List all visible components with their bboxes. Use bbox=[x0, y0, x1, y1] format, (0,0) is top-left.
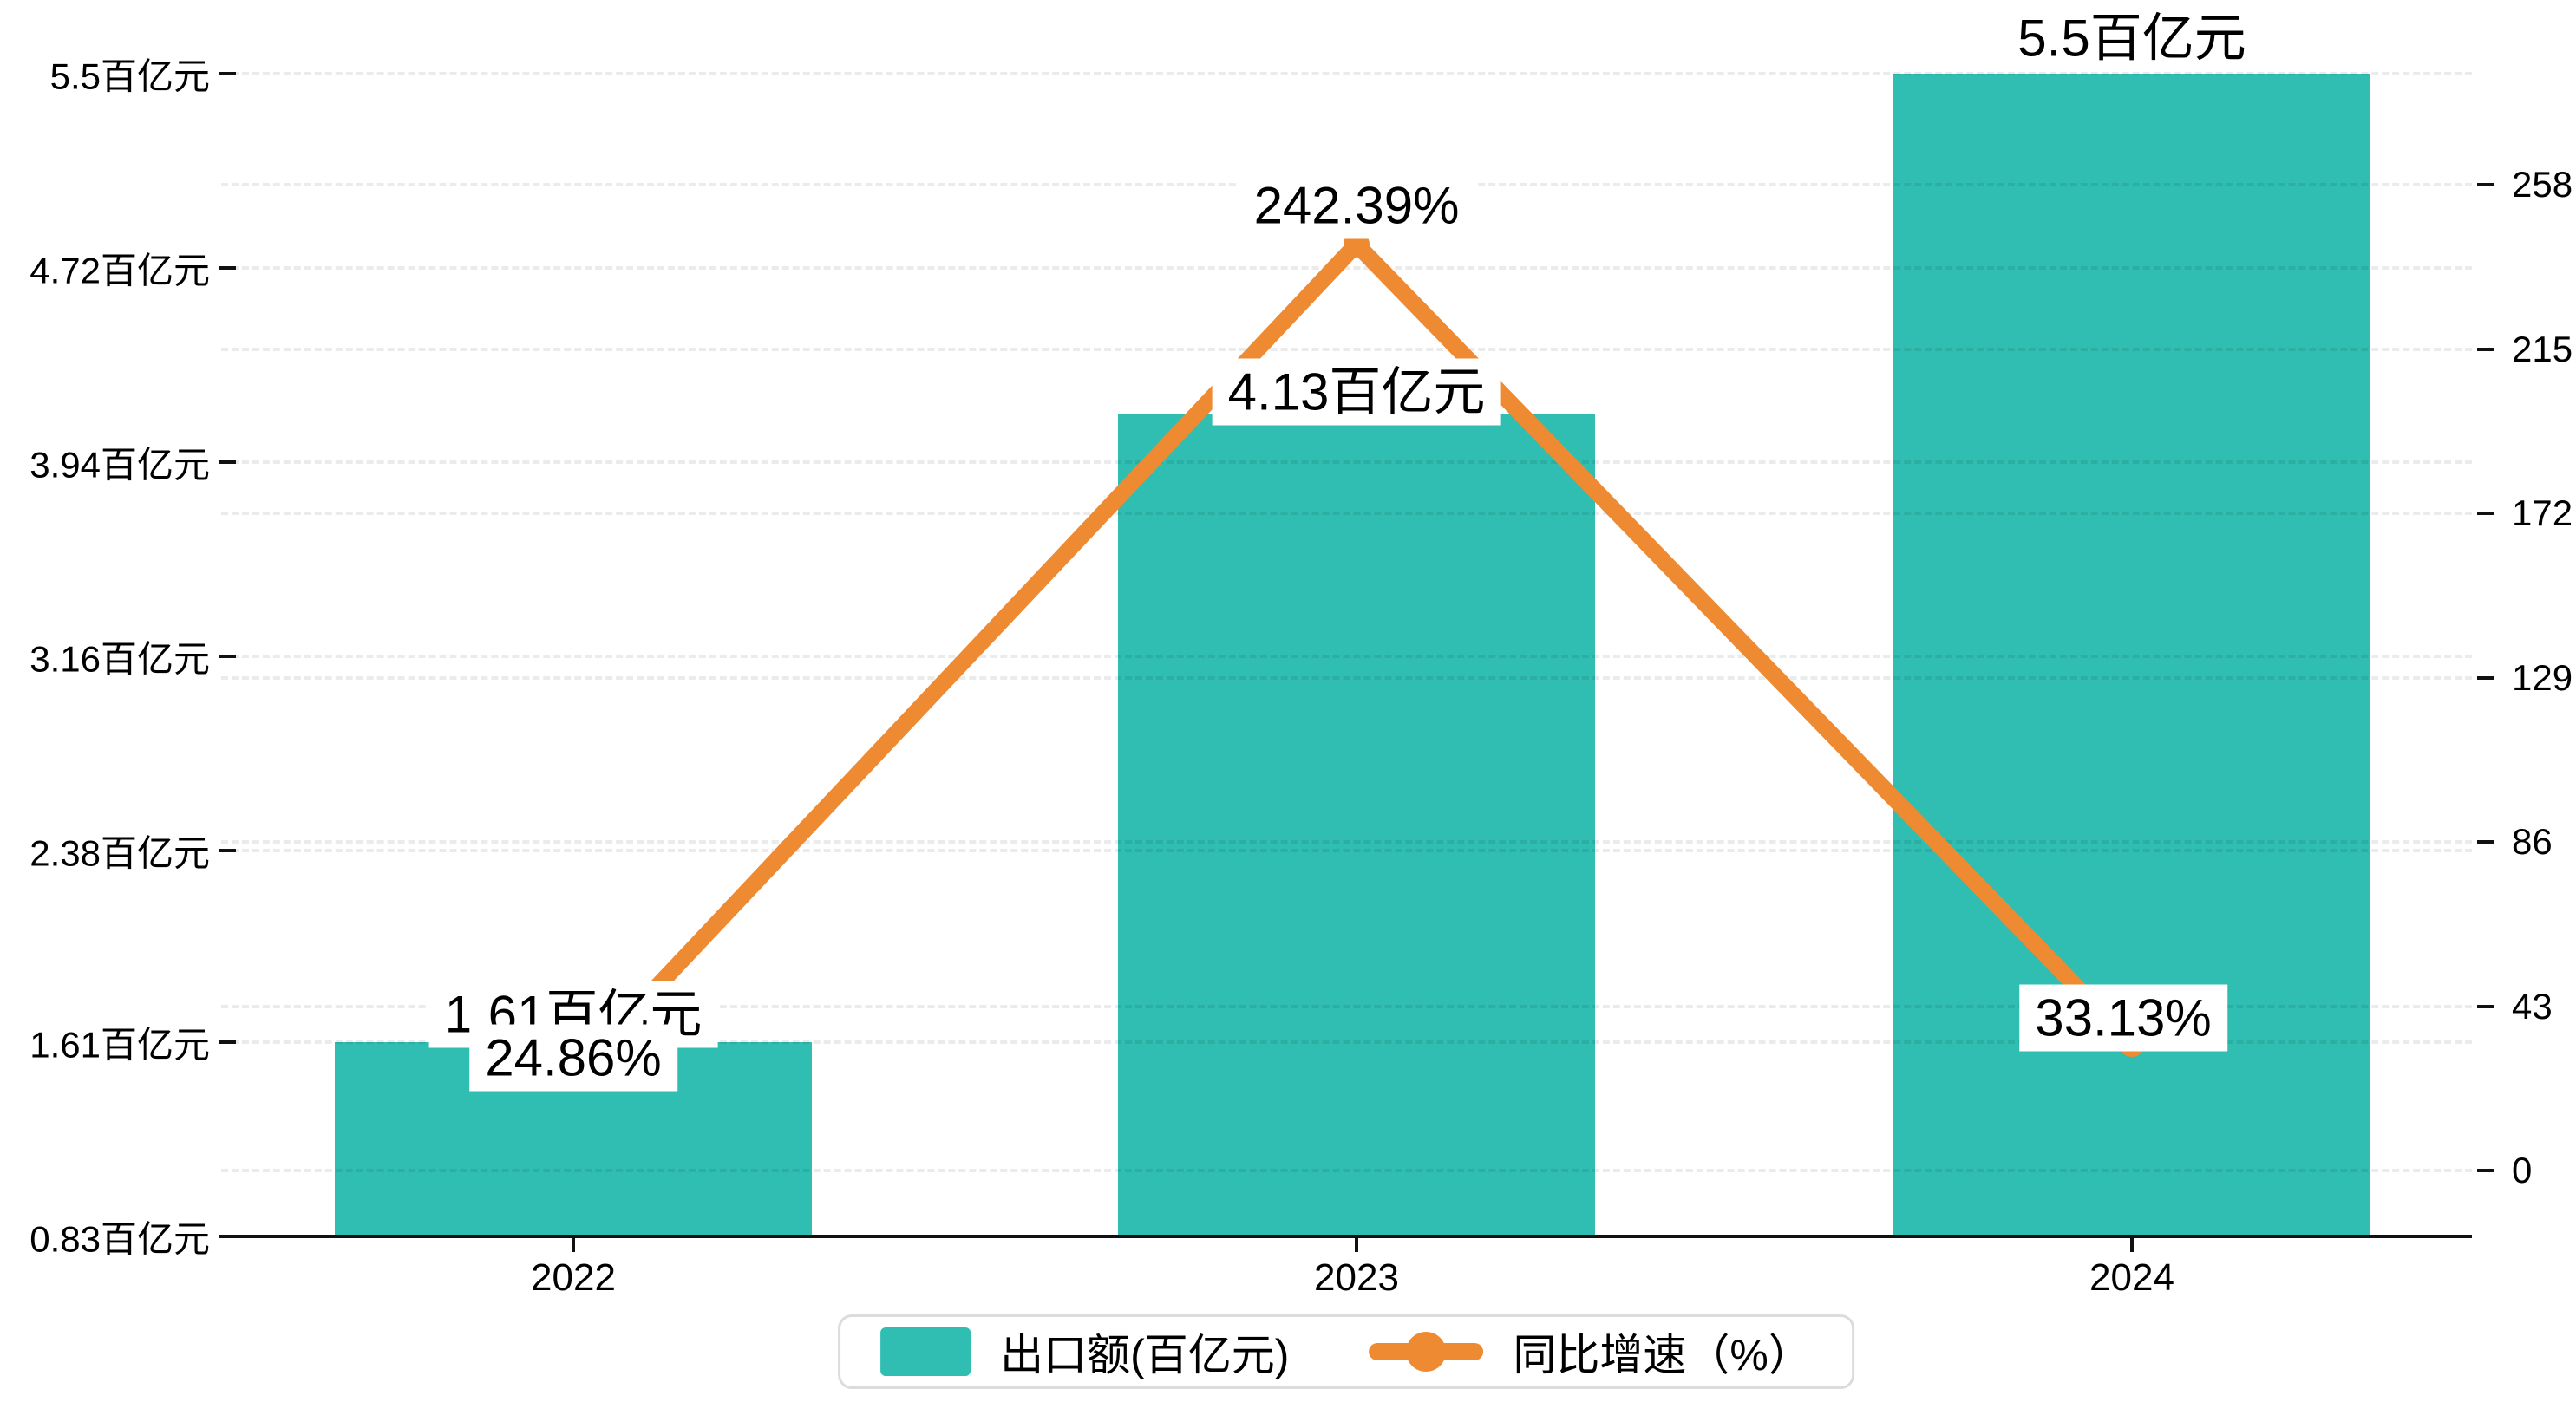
y-axis-tick-left bbox=[219, 654, 236, 658]
y-axis-label-right: 172 bbox=[2512, 492, 2573, 533]
growth-value-label: 33.13% bbox=[2019, 984, 2227, 1052]
y-axis-label-right: 129 bbox=[2512, 656, 2573, 698]
y-axis-label-right: 0 bbox=[2512, 1150, 2533, 1190]
y-axis-tick-right bbox=[2477, 1004, 2494, 1008]
bar-value-label: 5.5百亿元 bbox=[2002, 4, 2262, 72]
x-axis-line bbox=[221, 1235, 2472, 1238]
y-axis-label-right: 43 bbox=[2512, 985, 2553, 1027]
bar-value-label: 4.13百亿元 bbox=[1212, 358, 1501, 426]
x-axis-tick bbox=[572, 1236, 575, 1252]
y-axis-label-left: 2.38百亿元 bbox=[29, 832, 210, 874]
y-axis-tick-left bbox=[219, 1235, 236, 1238]
gridline-left-axis bbox=[221, 848, 2472, 852]
legend-bar-swatch-icon bbox=[880, 1327, 971, 1376]
legend: 出口额(百亿元) 同比增速（%） bbox=[838, 1314, 1854, 1389]
y-axis-label-left: 3.16百亿元 bbox=[29, 638, 210, 680]
gridline-right-axis bbox=[221, 840, 2472, 844]
y-axis-tick-right bbox=[2477, 512, 2494, 515]
y-axis-tick-left bbox=[219, 1040, 236, 1045]
y-axis-label-right: 86 bbox=[2512, 821, 2553, 862]
y-axis-tick-right bbox=[2477, 183, 2494, 186]
y-axis-label-left: 3.94百亿元 bbox=[29, 444, 210, 486]
gridline-left-axis bbox=[221, 460, 2472, 464]
y-axis-label-right: 258 bbox=[2512, 164, 2573, 205]
gridline-left-axis bbox=[221, 265, 2472, 270]
y-axis-label-right: 215 bbox=[2512, 328, 2573, 369]
gridline-right-axis bbox=[221, 675, 2472, 680]
legend-item-export[interactable]: 出口额(百亿元) bbox=[880, 1320, 1289, 1383]
gridline-right-axis bbox=[221, 347, 2472, 351]
legend-line-marker-icon bbox=[1369, 1332, 1484, 1372]
gridline-left-axis bbox=[221, 72, 2472, 75]
y-axis-tick-left bbox=[219, 265, 236, 270]
gridline-right-axis bbox=[221, 1169, 2472, 1172]
growth-value-label: 24.86% bbox=[469, 1024, 677, 1092]
x-axis-label: 2022 bbox=[531, 1256, 616, 1299]
y-axis-label-left: 1.61百亿元 bbox=[29, 1024, 210, 1066]
gridline-left-axis bbox=[221, 654, 2472, 658]
y-axis-tick-left bbox=[219, 848, 236, 852]
gridline-right-axis bbox=[221, 512, 2472, 515]
legend-line-dot-icon bbox=[1406, 1332, 1447, 1372]
y-axis-tick-right bbox=[2477, 1169, 2494, 1172]
legend-item-label: 同比增速（%） bbox=[1513, 1331, 1812, 1379]
y-axis-label-left: 0.83百亿元 bbox=[29, 1218, 210, 1260]
y-axis-tick-right bbox=[2477, 840, 2494, 844]
y-axis-tick-right bbox=[2477, 675, 2494, 680]
y-axis-tick-right bbox=[2477, 347, 2494, 351]
growth-value-label: 242.39% bbox=[1238, 172, 1475, 239]
y-axis-label-left: 5.5百亿元 bbox=[49, 55, 210, 97]
x-axis-label: 2023 bbox=[1314, 1256, 1399, 1299]
y-axis-tick-left bbox=[219, 460, 236, 464]
y-axis-tick-left bbox=[219, 72, 236, 75]
x-axis-label: 2024 bbox=[2089, 1256, 2174, 1299]
legend-item-growth[interactable]: 同比增速（%） bbox=[1369, 1320, 1812, 1383]
x-axis-tick bbox=[1355, 1236, 1358, 1252]
y-axis-label-left: 4.72百亿元 bbox=[29, 250, 210, 291]
x-axis-tick bbox=[2130, 1236, 2134, 1252]
legend-item-label: 出口额(百亿元) bbox=[1000, 1331, 1290, 1379]
bar-2023[interactable] bbox=[1118, 414, 1595, 1236]
